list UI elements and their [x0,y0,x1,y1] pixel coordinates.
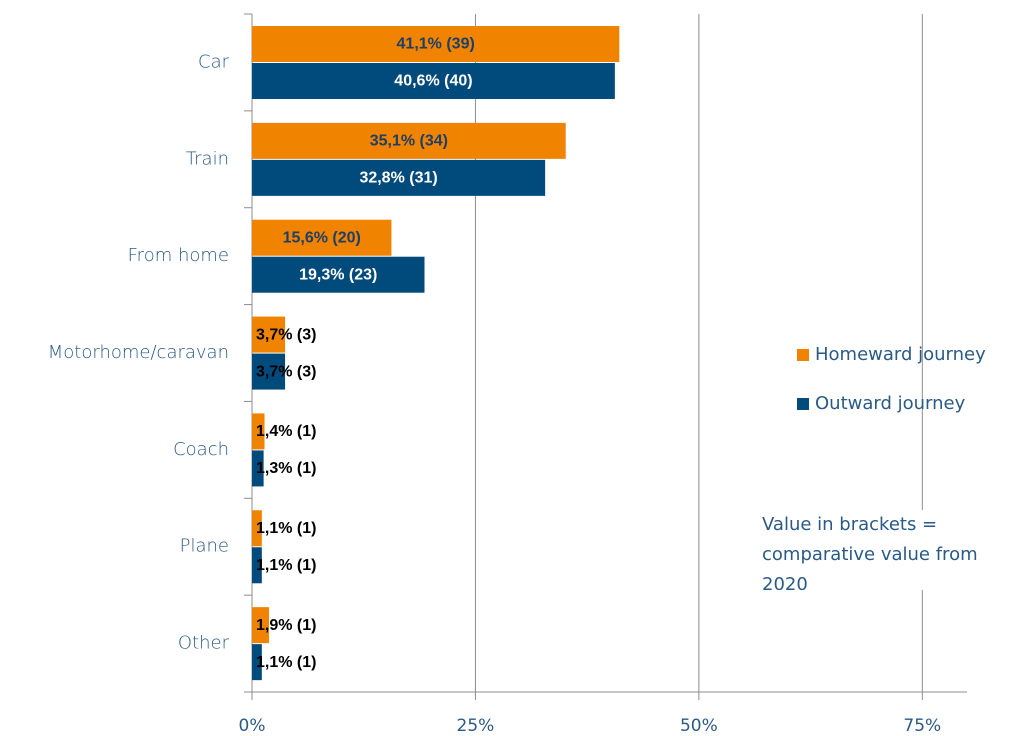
bar [252,219,392,256]
data-label: 3,7% (3) [256,326,316,343]
category-label: From home [128,245,229,266]
bar [252,63,615,99]
category-label: Coach [173,439,229,460]
x-tick-label: 50% [680,716,718,736]
data-label: 19,3% (23) [299,266,377,283]
x-tick-label: 0% [239,716,266,736]
bar [252,353,286,390]
data-label: 1,4% (1) [256,423,316,440]
data-label: 3,7% (3) [256,363,316,380]
bar [252,122,566,159]
bar [252,510,262,547]
data-label: 41,1% (39) [397,36,475,53]
annotation: Value in brackets = comparative value fr… [752,510,1017,590]
data-label: 15,6% (20) [283,229,361,246]
bar [252,256,425,293]
data-label: 35,1% (34) [370,133,448,150]
data-label: 1,9% (1) [256,617,316,634]
bar [252,607,269,644]
data-label: 40,6% (40) [394,73,472,90]
category-label: Plane [180,536,229,557]
data-label: 1,3% (1) [256,460,316,477]
data-label: 1,1% (1) [256,654,316,671]
category-label: Train [186,148,229,169]
bar [252,26,620,62]
category-label: Car [198,51,230,72]
category-label: Motorhome/caravan [48,342,229,363]
data-label: 1,1% (1) [256,557,316,574]
data-label: 32,8% (31) [359,170,437,187]
legend-swatch [797,349,809,361]
data-label: 1,1% (1) [256,520,316,537]
legend-label: Homeward journey [815,344,986,365]
bar [252,450,264,487]
bar [252,413,265,450]
bar [252,547,262,584]
x-tick-label: 25% [457,716,495,736]
bar [252,644,262,681]
category-label: Other [178,633,230,654]
x-tick-label: 75% [903,716,941,736]
bar [252,316,286,353]
legend-label: Outward journey [815,393,966,414]
bar [252,159,546,196]
legend-swatch [797,398,809,410]
